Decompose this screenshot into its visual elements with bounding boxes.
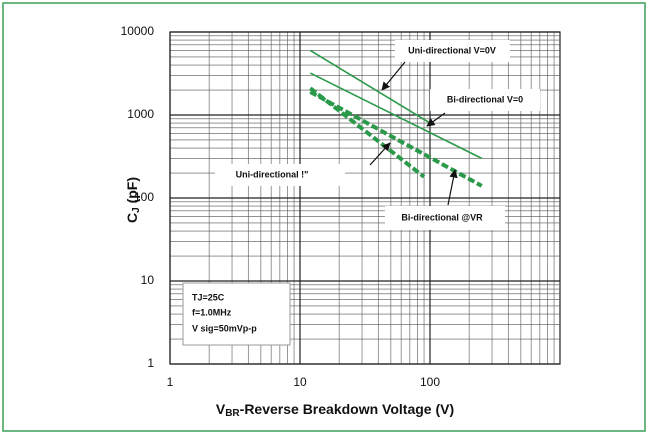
label-box xyxy=(395,40,510,62)
series-label: Bi-directional V=0 xyxy=(447,94,523,104)
arrow xyxy=(381,61,406,91)
series-label: Uni-directional V=0V xyxy=(408,45,496,55)
label-box xyxy=(385,206,505,230)
y-title-sub: J xyxy=(131,207,142,213)
series-label: Uni-directional !" xyxy=(236,169,309,179)
y-tick-label: 1 xyxy=(147,356,154,370)
y-title-main: C xyxy=(124,213,140,223)
arrow xyxy=(426,112,446,127)
series-line xyxy=(309,72,483,160)
x-title-rest: -Reverse Breakdown Voltage (V) xyxy=(240,401,454,417)
label-box xyxy=(215,164,345,186)
x-title-sub: BR xyxy=(225,408,240,419)
conditions-box xyxy=(182,282,291,346)
arrow xyxy=(447,169,458,206)
x-tick-label: 100 xyxy=(420,375,440,389)
arrow xyxy=(369,142,391,166)
condition: TJ=25C xyxy=(192,292,225,302)
y-axis-title: CJ (pF) xyxy=(124,177,142,223)
x-tick-label: 1 xyxy=(167,375,174,389)
label-box xyxy=(430,89,540,111)
x-axis-title: VBR-Reverse Breakdown Voltage (V) xyxy=(216,401,454,419)
x-tick-label: 10 xyxy=(293,375,307,389)
series-line xyxy=(309,49,431,124)
y-tick-label: 10000 xyxy=(121,24,155,38)
series-label: Bi-directional @VR xyxy=(401,212,483,222)
y-tick-label: 1000 xyxy=(127,107,154,121)
condition: f=1.0MHz xyxy=(192,307,232,317)
y-tick-label: 100 xyxy=(134,190,154,204)
y-title-rest: (pF) xyxy=(124,177,140,207)
annotations: Uni-directional V=0V Bi-directional V=0 … xyxy=(182,40,540,346)
y-tick-label: 10 xyxy=(141,273,155,287)
condition: V sig=50mVp-p xyxy=(192,323,257,333)
x-title-main: V xyxy=(216,401,226,417)
